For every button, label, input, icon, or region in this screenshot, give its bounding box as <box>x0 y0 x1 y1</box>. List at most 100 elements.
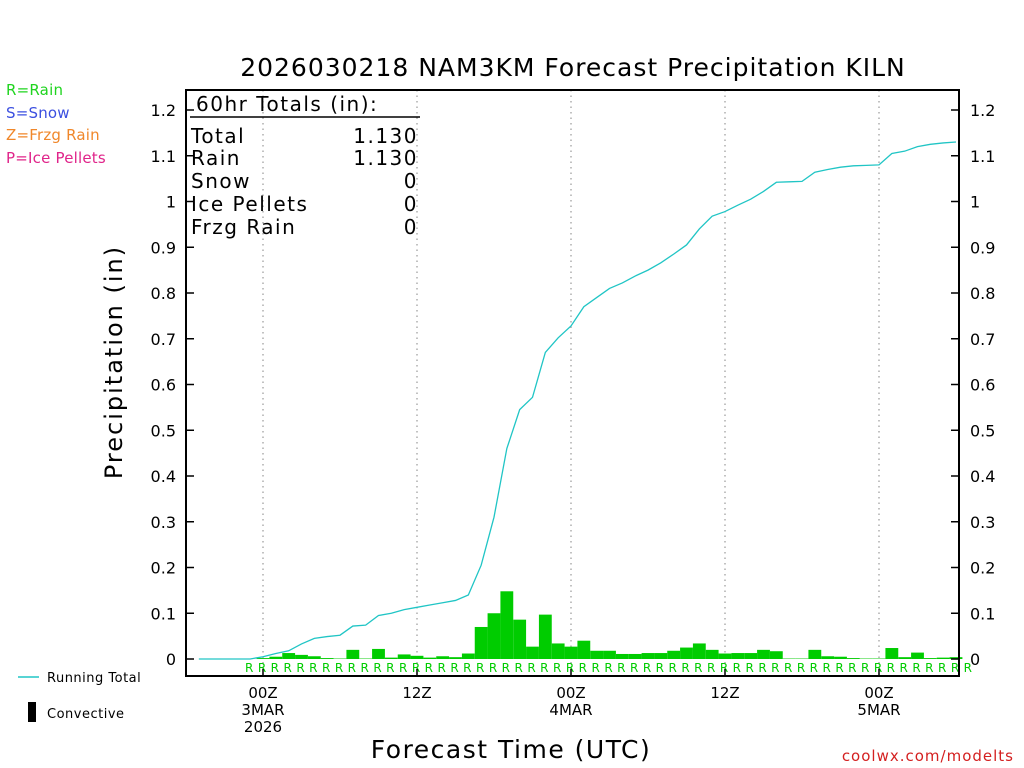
x-tick-label: 5MAR <box>857 701 900 719</box>
y-tick-label-left: 0.6 <box>151 376 176 395</box>
grid-lines <box>262 90 880 676</box>
ptype-label: R <box>514 661 522 675</box>
bar-hour-29 <box>628 653 642 659</box>
bar-hour-14 <box>436 656 450 659</box>
ptype-label: R <box>296 661 304 675</box>
y-tick-label-right: 1.2 <box>970 101 995 120</box>
ptype-label: R <box>425 661 433 675</box>
ptype-label: R <box>656 661 664 675</box>
convective-legend-label: Convective <box>47 707 125 722</box>
bar-hour-31 <box>654 653 668 659</box>
ptype-label: R <box>745 661 753 675</box>
y-axis-ticks: 0 00.1 0.10.2 0.20.3 0.30.4 0.40.5 0.50.6 0.60.… <box>151 101 996 669</box>
bar-hour-19 <box>500 591 514 659</box>
ptype-label: R <box>822 661 830 675</box>
y-tick-label-right: 0.2 <box>970 559 995 578</box>
x-tick-label: 2026 <box>244 718 282 736</box>
totals-label-snow: Snow <box>191 169 251 193</box>
bar-hour-32 <box>667 650 681 659</box>
totals-label-ice-pellets: Ice Pellets <box>191 192 308 216</box>
ptype-label: R <box>874 661 882 675</box>
bar-hour-26 <box>590 650 604 659</box>
totals-box: 60hr Totals (in): Total 1.130 Rain 1.130… <box>190 92 420 239</box>
ptype-label: R <box>245 661 253 675</box>
y-tick-label-right: 0.7 <box>970 330 995 349</box>
y-tick-label-left: 1.2 <box>151 101 176 120</box>
running-total-series <box>198 141 957 660</box>
totals-value-total: 1.130 <box>353 124 418 148</box>
x-axis-label: Forecast Time (UTC) <box>371 735 651 764</box>
ptype-label: R <box>617 661 625 675</box>
ptype-label: R <box>283 661 291 675</box>
bar-hour-5 <box>320 658 334 659</box>
x-tick-label: 00Z <box>556 684 585 702</box>
bar-hour-16 <box>461 653 475 659</box>
bar-hour-35 <box>705 649 719 659</box>
bar-hour-36 <box>718 653 732 659</box>
ptype-label: R <box>784 661 792 675</box>
bar-hour-18 <box>487 613 501 659</box>
ptype-label: R <box>707 661 715 675</box>
ptype-label: R <box>335 661 343 675</box>
bar-hour-4 <box>307 656 321 659</box>
plot-frame <box>185 89 960 677</box>
ptype-label: R <box>463 661 471 675</box>
y-tick-label-left: 0.2 <box>151 559 176 578</box>
bar-hour-38 <box>744 653 758 659</box>
y-tick-label-right: 0.6 <box>970 376 995 395</box>
bar-hour-12 <box>410 655 424 659</box>
bar-hour-20 <box>513 619 527 659</box>
y-tick-label-right: 0.1 <box>970 604 995 623</box>
bar-hour-44 <box>821 656 835 659</box>
ptype-label: R <box>810 661 818 675</box>
bar-hour-10 <box>384 657 398 659</box>
y-tick-label-left: 0.9 <box>151 238 176 257</box>
ptype-label: R <box>630 661 638 675</box>
x-tick-label: 00Z <box>864 684 893 702</box>
x-tick-label: 12Z <box>710 684 739 702</box>
ptype-label: R <box>668 661 676 675</box>
y-tick-label-right: 0.5 <box>970 421 995 440</box>
bar-hour-13 <box>423 657 437 659</box>
ptype-label: R <box>887 661 895 675</box>
totals-header: 60hr Totals (in): <box>196 92 378 116</box>
bar-hour-23 <box>551 643 565 659</box>
totals-value-snow: 0 <box>404 169 418 193</box>
ptype-label: R <box>476 661 484 675</box>
y-tick-label-left: 1 <box>166 193 176 212</box>
convective-legend-swatch <box>28 702 36 722</box>
ptype-label: R <box>502 661 510 675</box>
running-total-line <box>198 141 957 660</box>
bar-hour-15 <box>449 657 462 659</box>
bar-hour-37 <box>731 653 745 659</box>
ptype-label: R <box>579 661 587 675</box>
chart-title: 2026030218 NAM3KM Forecast Precipitation… <box>240 53 906 82</box>
ptype-label: R <box>964 661 972 675</box>
ptype-label: R <box>694 661 702 675</box>
y-tick-label-right: 0.3 <box>970 513 995 532</box>
ptype-label: R <box>412 661 420 675</box>
ptype-label: R <box>861 661 869 675</box>
ptype-label: R <box>373 661 381 675</box>
y-axis-label: Precipitation (in) <box>100 245 128 479</box>
ptype-label: R <box>399 661 407 675</box>
bar-hour-40 <box>769 651 783 659</box>
bar-hour-45 <box>834 656 847 659</box>
ptype-label: R <box>604 661 612 675</box>
ptype-label: R <box>797 661 805 675</box>
bar-hour-50 <box>898 657 912 659</box>
bar-hour-25 <box>577 640 591 659</box>
ptype-label: R <box>643 661 651 675</box>
x-tick-label: 12Z <box>402 684 431 702</box>
ptype-label: R <box>925 661 933 675</box>
y-tick-label-left: 0.7 <box>151 330 176 349</box>
y-tick-label-right: 1.1 <box>970 147 995 166</box>
y-tick-label-right: 0.9 <box>970 238 995 257</box>
y-tick-label-right: 1 <box>970 193 980 212</box>
bar-hour-21 <box>526 646 539 659</box>
ptype-label: R <box>591 661 599 675</box>
ptype-label: R <box>951 661 959 675</box>
bar-hour-34 <box>692 643 706 659</box>
ptype-label: R <box>835 661 843 675</box>
